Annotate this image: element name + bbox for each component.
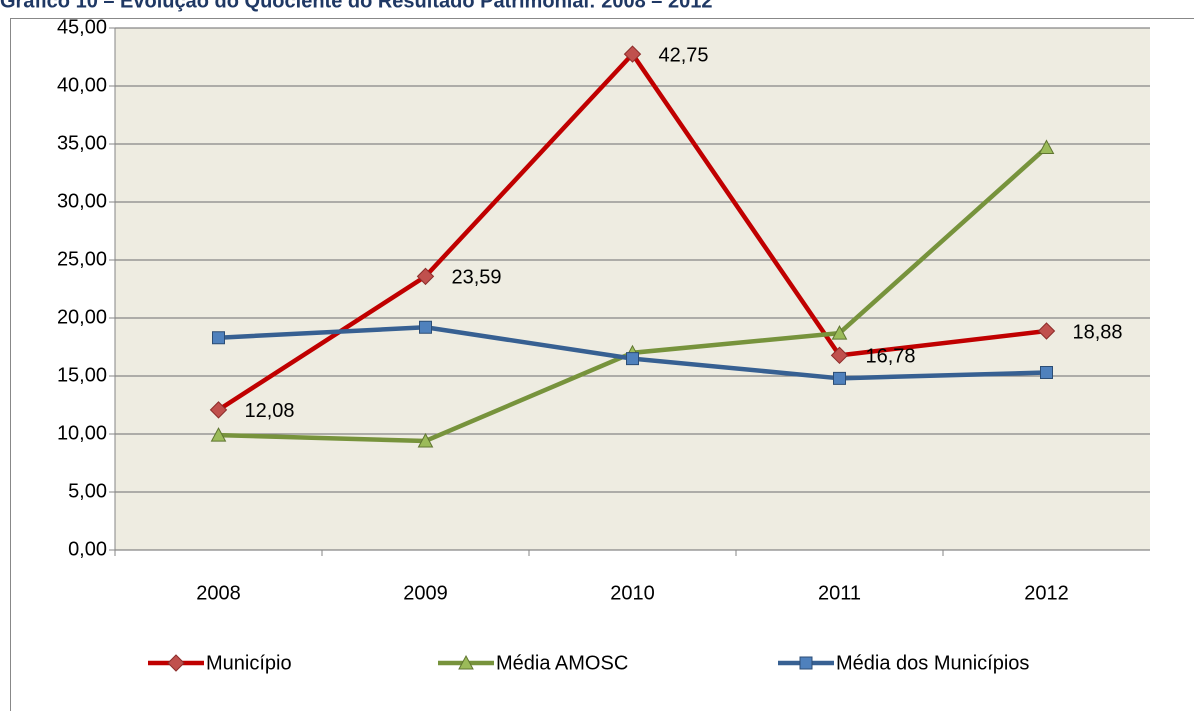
data-label: 18,88 [1073,321,1123,343]
x-tick-label: 2008 [196,582,241,604]
marker [210,427,227,442]
y-tick-label: 35,00 [57,132,107,154]
marker [416,267,435,286]
marker [799,656,813,670]
y-tick-label: 20,00 [57,306,107,328]
marker [626,352,639,366]
marker [417,432,434,448]
marker [833,371,846,385]
data-label: 12,08 [245,400,295,422]
y-tick-label: 10,00 [57,422,107,444]
y-tick-label: 0,00 [68,538,107,560]
marker [167,654,185,672]
chart-frame [10,18,1194,711]
legend-label: Média AMOSC [496,652,628,674]
x-tick-label: 2012 [1024,582,1069,604]
y-tick-label: 5,00 [68,480,107,502]
x-tick-label: 2011 [818,582,861,604]
y-tick-label: 40,00 [57,74,107,96]
x-tick-label: 2010 [610,582,655,604]
marker [419,320,432,334]
y-tick-label: 25,00 [57,248,107,270]
plot-area [115,28,1150,550]
y-tick-label: 45,00 [57,16,107,38]
chart-title: Gráfico 10 – Evolução do Quociente do Re… [0,0,712,12]
legend-label: Média dos Municípios [836,652,1029,674]
y-tick-label: 30,00 [57,190,107,212]
marker [830,346,849,365]
marker [458,654,474,670]
legend-label: Município [206,652,292,674]
data-label: 23,59 [452,267,502,289]
marker [1037,322,1056,340]
data-label: 42,75 [659,44,709,66]
marker [623,45,642,63]
marker [1040,366,1053,380]
data-label: 16,78 [866,346,916,368]
marker [1038,139,1055,154]
marker [831,325,848,340]
marker [212,331,225,345]
x-tick-label: 2009 [403,582,448,604]
y-tick-label: 15,00 [57,364,107,386]
marker [209,401,228,419]
